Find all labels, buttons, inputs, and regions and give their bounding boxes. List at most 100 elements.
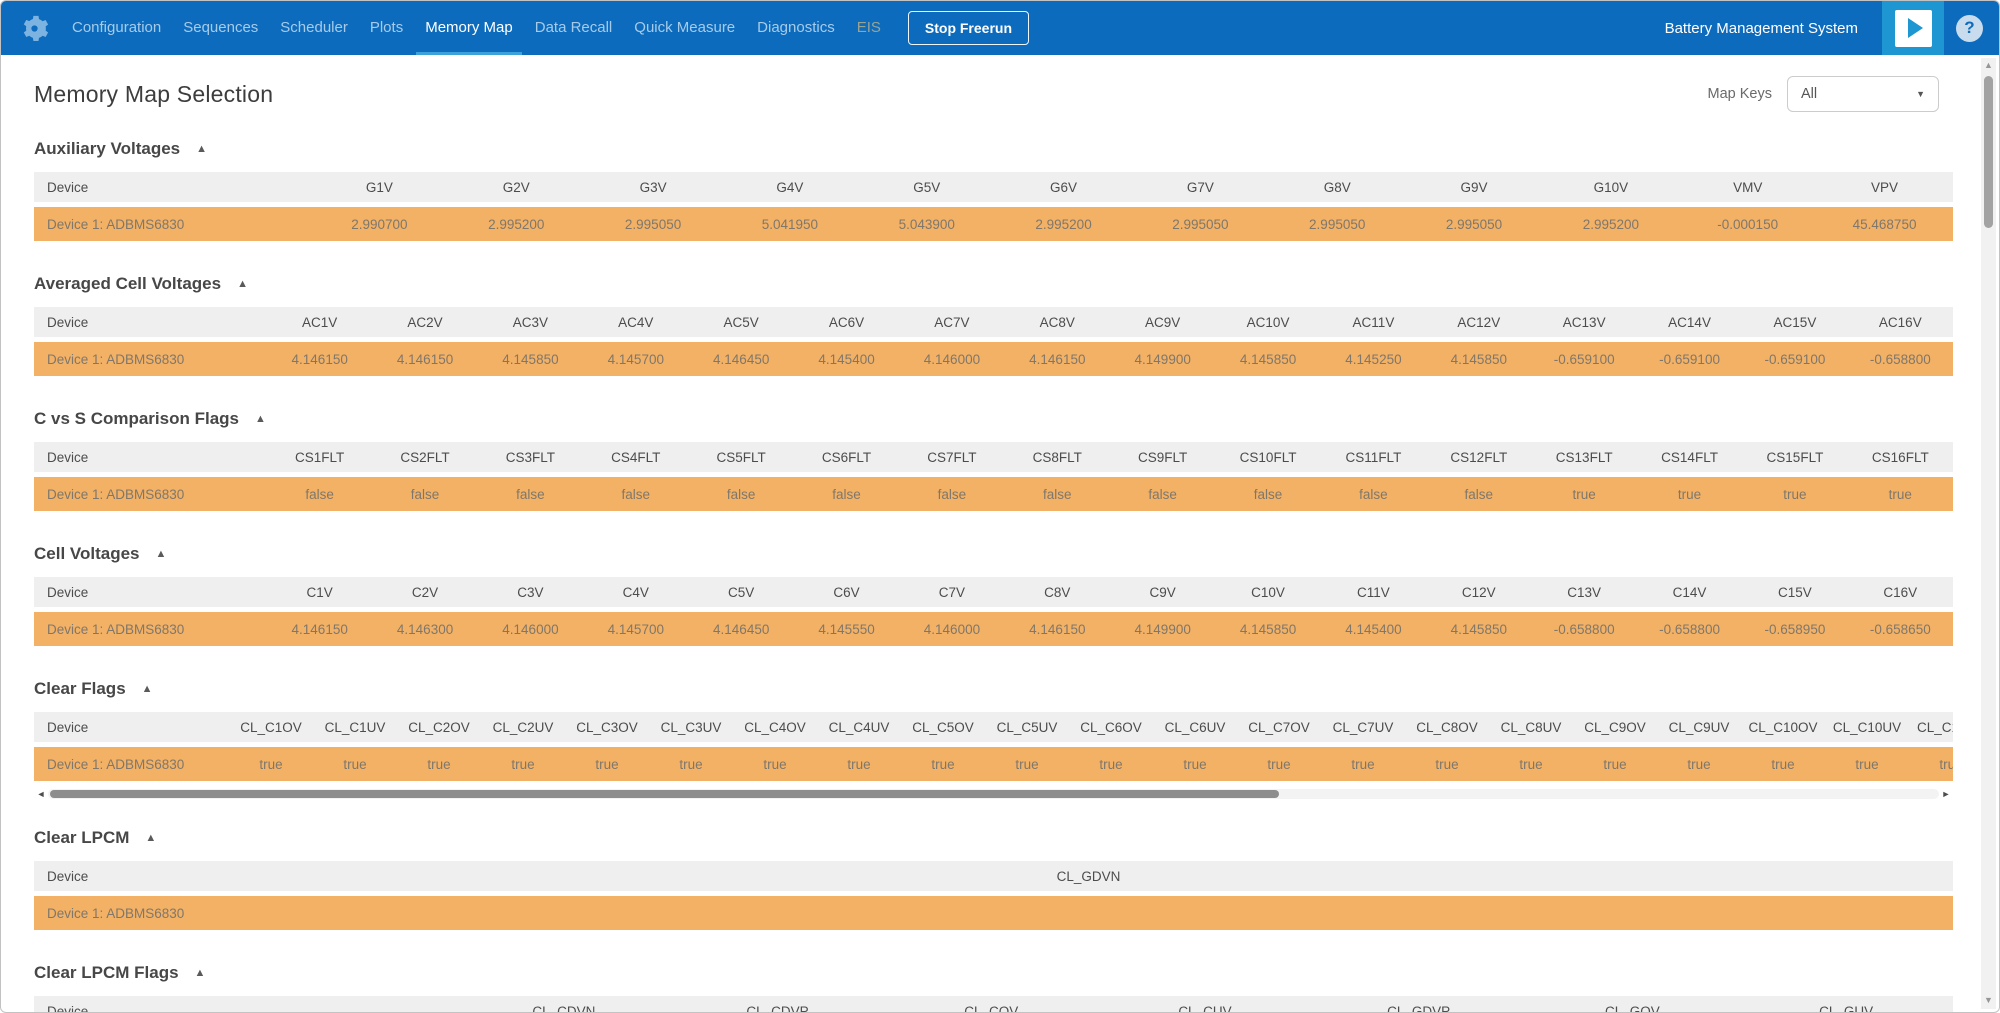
value-cell: 5.041950 (721, 207, 859, 241)
table-row[interactable]: Device 1: ADBMS6830 false false false false f… (34, 477, 1953, 511)
v-scroll-thumb[interactable] (1984, 76, 1993, 228)
page-header: Memory Map Selection Map Keys All ▼ (34, 76, 1953, 112)
nav-item-eis[interactable]: EIS (856, 19, 881, 36)
column-header: AC1V (267, 307, 373, 337)
value-cell: false (899, 477, 1005, 511)
section-header-clear-lpcm-flags[interactable]: Clear LPCM Flags ▲ (34, 963, 1953, 983)
nav-item-data-recall[interactable]: Data Recall (534, 19, 613, 36)
section-header-c-vs-s-comparison-flags[interactable]: C vs S Comparison Flags ▲ (34, 409, 1953, 429)
value-cell: false (583, 477, 689, 511)
column-header: CL_C8UV (1489, 712, 1573, 742)
column-header: AC16V (1847, 307, 1953, 337)
value-cell: 4.146450 (688, 342, 794, 376)
table-row[interactable]: Device 1: ADBMS6830 4.146150 4.146150 4.145… (34, 342, 1953, 376)
section-title: C vs S Comparison Flags (34, 409, 239, 428)
value-cell: 4.146000 (477, 612, 584, 646)
value-cell: true (1825, 747, 1909, 781)
column-header: CS9FLT (1110, 442, 1216, 472)
gear-icon[interactable] (17, 11, 51, 45)
map-keys-control: Map Keys All ▼ (1708, 76, 1939, 112)
main-content: Memory Map Selection Map Keys All ▼ Auxi… (1, 76, 1999, 1012)
horizontal-scrollbar[interactable]: ◄ ► (34, 788, 1953, 800)
h-scroll-thumb[interactable] (50, 790, 1280, 798)
value-cell: true (733, 747, 817, 781)
value-cell: 4.145850 (1215, 612, 1321, 646)
scroll-right-icon[interactable]: ► (1941, 789, 1951, 799)
column-header: CL_C4UV (817, 712, 901, 742)
column-header: Device (34, 577, 267, 607)
header-row: Device G1V G2V G3V G4V G5V G6V G7V G8V G9V G10V VMV… (34, 172, 1953, 202)
collapse-icon[interactable]: ▲ (196, 143, 208, 155)
column-header: CL_C10UV (1825, 712, 1909, 742)
column-header: G10V (1542, 172, 1680, 202)
section-header-averaged-cell-voltages[interactable]: Averaged Cell Voltages ▲ (34, 274, 1953, 294)
nav-item-diagnostics[interactable]: Diagnostics (757, 19, 835, 36)
column-header: CL_GDVN (224, 861, 1953, 891)
value-cell: true (1636, 477, 1743, 511)
value-cell: false (372, 477, 478, 511)
nav-item-memory-map[interactable]: Memory Map (414, 1, 524, 55)
table-row[interactable]: Device 1: ADBMS6830 (34, 896, 1953, 930)
value-cell: true (901, 747, 985, 781)
scroll-down-icon[interactable]: ▼ (1984, 995, 1993, 1005)
value-cell: 4.145850 (477, 342, 584, 376)
value-cell: true (397, 747, 481, 781)
collapse-icon[interactable]: ▲ (194, 967, 206, 979)
value-cell: false (477, 477, 584, 511)
h-scroll-track[interactable] (48, 789, 1939, 799)
value-cell: -0.659100 (1531, 342, 1637, 376)
table-row[interactable]: Device 1: ADBMS6830 4.146150 4.146300 4.146… (34, 612, 1953, 646)
collapse-icon[interactable]: ▲ (255, 413, 266, 425)
column-header: CS11FLT (1320, 442, 1427, 472)
value-cell: 4.145700 (583, 612, 689, 646)
vertical-scrollbar[interactable]: ▲ ▼ (1981, 58, 1996, 1009)
value-cell: 4.145400 (793, 342, 900, 376)
map-keys-select[interactable]: All ▼ (1787, 76, 1939, 112)
collapse-icon[interactable]: ▲ (237, 278, 248, 290)
nav-item-quick-measure[interactable]: Quick Measure (634, 19, 736, 36)
header-row: Device CL_GDVN (34, 861, 1953, 891)
column-header: G9V (1405, 172, 1543, 202)
nav-item-sequences[interactable]: Sequences (183, 19, 259, 36)
table-row[interactable]: Device 1: ADBMS6830 true true true true true t… (34, 747, 1953, 781)
section-header-clear-lpcm[interactable]: Clear LPCM ▲ (34, 828, 1953, 848)
column-header: G5V (858, 172, 996, 202)
collapse-icon[interactable]: ▲ (141, 683, 153, 695)
help-icon[interactable]: ? (1956, 14, 1983, 42)
table-row[interactable]: Device 1: ADBMS6830 2.990700 2.995200 2.995… (34, 207, 1953, 241)
value-cell: true (481, 747, 565, 781)
page-title: Memory Map Selection (34, 80, 274, 107)
collapse-icon[interactable]: ▲ (145, 832, 157, 844)
column-header: CL_C4OV (733, 712, 817, 742)
column-header: CS1FLT (267, 442, 373, 472)
value-cell: false (1215, 477, 1321, 511)
scroll-left-icon[interactable]: ◄ (36, 789, 46, 799)
stop-freerun-button[interactable]: Stop Freerun (907, 11, 1030, 45)
scroll-up-icon[interactable]: ▲ (1984, 60, 1993, 70)
value-cell: 4.146150 (372, 342, 478, 376)
column-header: G6V (995, 172, 1132, 202)
value-cell: 4.146000 (899, 612, 1005, 646)
value-cell: 2.995200 (447, 207, 585, 241)
value-cell: false (1004, 477, 1110, 511)
section-header-clear-flags[interactable]: Clear Flags ▲ (34, 679, 1953, 699)
column-header: CL_GOV (1525, 996, 1740, 1012)
column-header: C16V (1847, 577, 1953, 607)
value-cell: 2.990700 (311, 207, 448, 241)
device-cell: Device 1: ADBMS6830 (34, 612, 267, 646)
nav-item-plots[interactable]: Plots (369, 19, 404, 36)
top-nav: Configuration Sequences Scheduler Plots Memo… (1, 1, 1999, 55)
nav-item-scheduler[interactable]: Scheduler (280, 19, 348, 36)
app-title: Battery Management System (1664, 19, 1858, 37)
section-header-cell-voltages[interactable]: Cell Voltages ▲ (34, 544, 1953, 564)
column-header: C12V (1426, 577, 1532, 607)
section-title: Cell Voltages (34, 544, 140, 563)
section-clear-lpcm-flags: Clear LPCM Flags ▲ Device CL_CDVN CL_CDVP CL_… (34, 963, 1953, 1012)
section-title: Averaged Cell Voltages (34, 274, 222, 293)
play-button[interactable] (1882, 1, 1944, 55)
collapse-icon[interactable]: ▲ (155, 548, 167, 560)
value-cell: 2.995200 (1542, 207, 1680, 241)
nav-item-configuration[interactable]: Configuration (72, 19, 162, 36)
value-cell: true (649, 747, 733, 781)
section-header-auxiliary-voltages[interactable]: Auxiliary Voltages ▲ (34, 139, 1953, 159)
